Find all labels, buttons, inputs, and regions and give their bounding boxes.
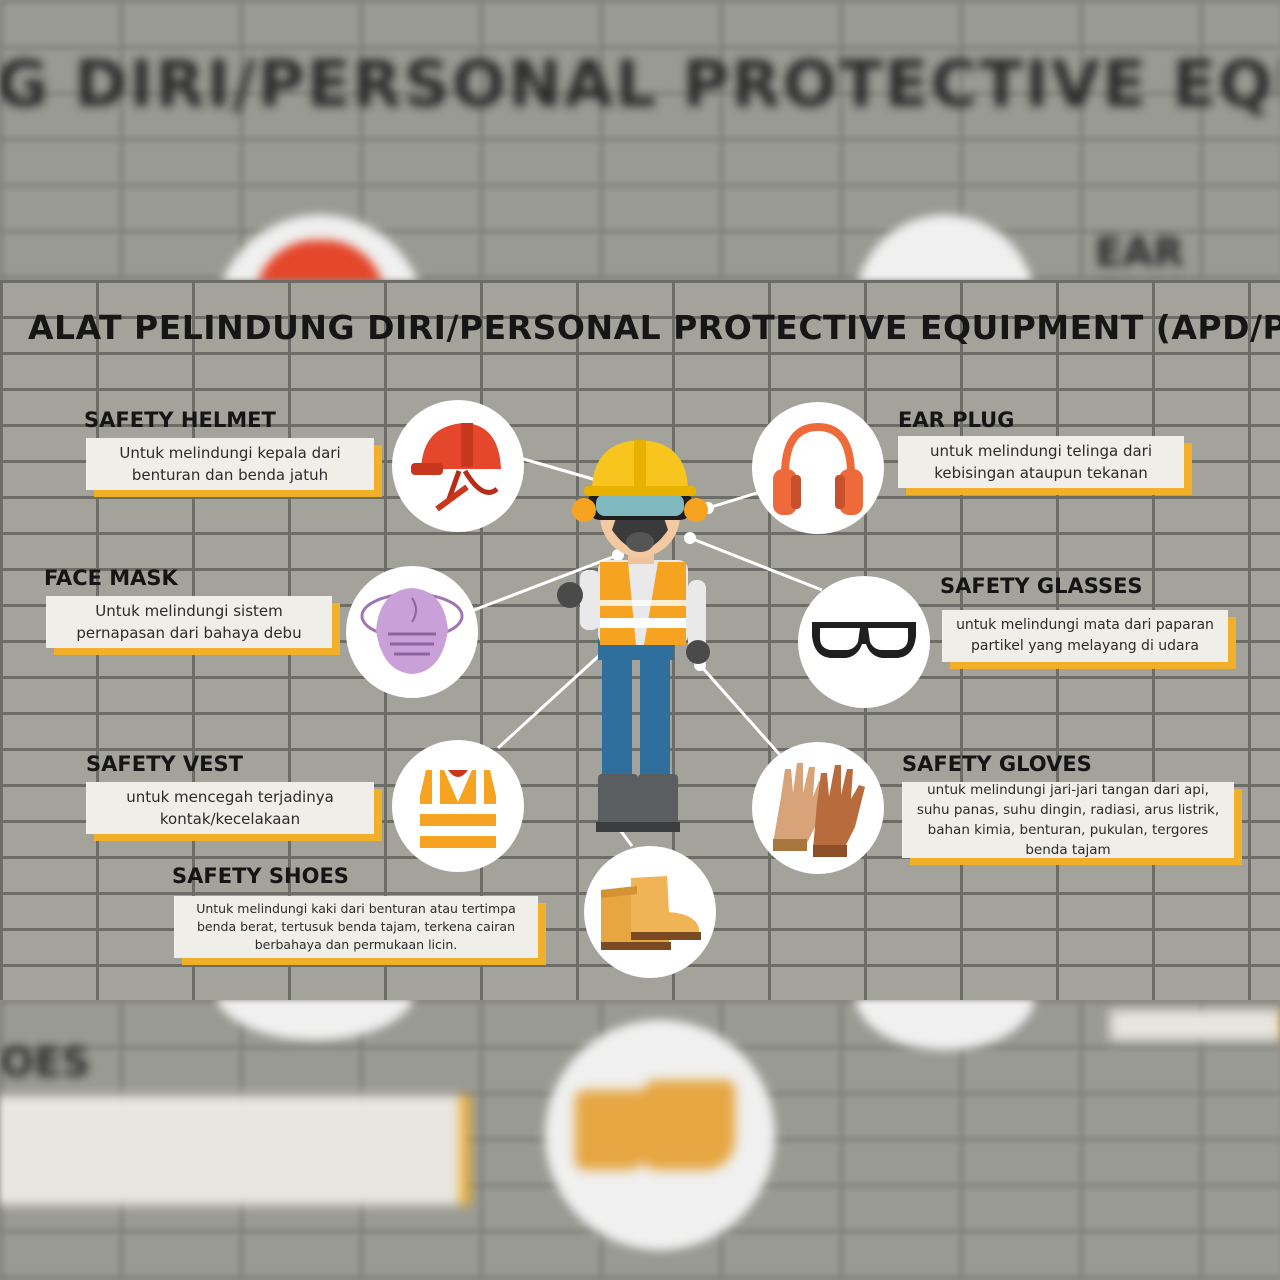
ear-muff-icon (773, 422, 863, 515)
safety-goggles-icon (812, 622, 916, 658)
face-mask-icon (360, 588, 464, 674)
gloves-heading: SAFETY GLOVES (902, 752, 1092, 776)
background-blurred-box (0, 1095, 470, 1205)
connector-glasses (689, 536, 823, 592)
background-blurred-heading: EAR PLU (1095, 230, 1185, 280)
background-blurred-box (1110, 1010, 1280, 1040)
background-blurred-circle (855, 215, 1035, 280)
connector-vest (496, 640, 616, 750)
face-mask-circle (346, 566, 478, 698)
shoes-circle (584, 846, 716, 978)
ear-plug-heading: EAR PLUG (898, 408, 1015, 432)
glasses-heading: SAFETY GLASSES (940, 574, 1143, 598)
connector-ear-plug (707, 490, 761, 510)
background-blurred-heading: OES (0, 1040, 91, 1086)
helmet-description: Untuk melindungi kepala dari benturan da… (86, 438, 374, 490)
glasses-description: untuk melindungi mata dari paparan parti… (942, 610, 1228, 662)
vest-circle (392, 740, 524, 872)
face-mask-description: Untuk melindungi sistem pernapasan dari … (46, 596, 332, 648)
helmet-heading: SAFETY HELMET (84, 408, 276, 432)
shoes-description: Untuk melindungi kaki dari benturan atau… (174, 896, 538, 958)
background-blurred-circle (215, 1000, 415, 1040)
background-blurred-circle (855, 1000, 1035, 1050)
gloves-circle (752, 742, 884, 874)
connector-face-mask (473, 553, 619, 612)
gloves-description: untuk melindungi jari-jari tangan dari a… (902, 782, 1234, 858)
vest-heading: SAFETY VEST (86, 752, 243, 776)
safety-gloves-icon (773, 763, 865, 857)
ear-plug-circle (752, 402, 884, 534)
glasses-circle (798, 576, 930, 708)
face-mask-heading: FACE MASK (44, 566, 178, 590)
construction-worker-illustration (557, 440, 710, 832)
background-blurred-boots-icon (575, 1070, 745, 1180)
connector-gloves (698, 664, 782, 756)
background-blur-top: NG DIRI/PERSONAL PROTECTIVE EQUIPMEN EAR… (0, 0, 1280, 280)
safety-boots-icon (601, 876, 701, 950)
shoes-heading: SAFETY SHOES (172, 864, 349, 888)
ear-plug-description: untuk melindungi telinga dari kebisingan… (898, 436, 1184, 488)
background-blur-bottom: OES (0, 1000, 1280, 1280)
page-title: ALAT PELINDUNG DIRI/PERSONAL PROTECTIVE … (28, 308, 1280, 347)
background-blurred-title: NG DIRI/PERSONAL PROTECTIVE EQUIPMEN (0, 48, 1280, 122)
vest-description: untuk mencegah terjadinya kontak/kecelak… (86, 782, 374, 834)
safety-vest-icon (420, 770, 496, 848)
infographic-panel: ALAT PELINDUNG DIRI/PERSONAL PROTECTIVE … (0, 280, 1280, 1000)
safety-helmet-icon (411, 423, 501, 512)
helmet-circle (392, 400, 524, 532)
